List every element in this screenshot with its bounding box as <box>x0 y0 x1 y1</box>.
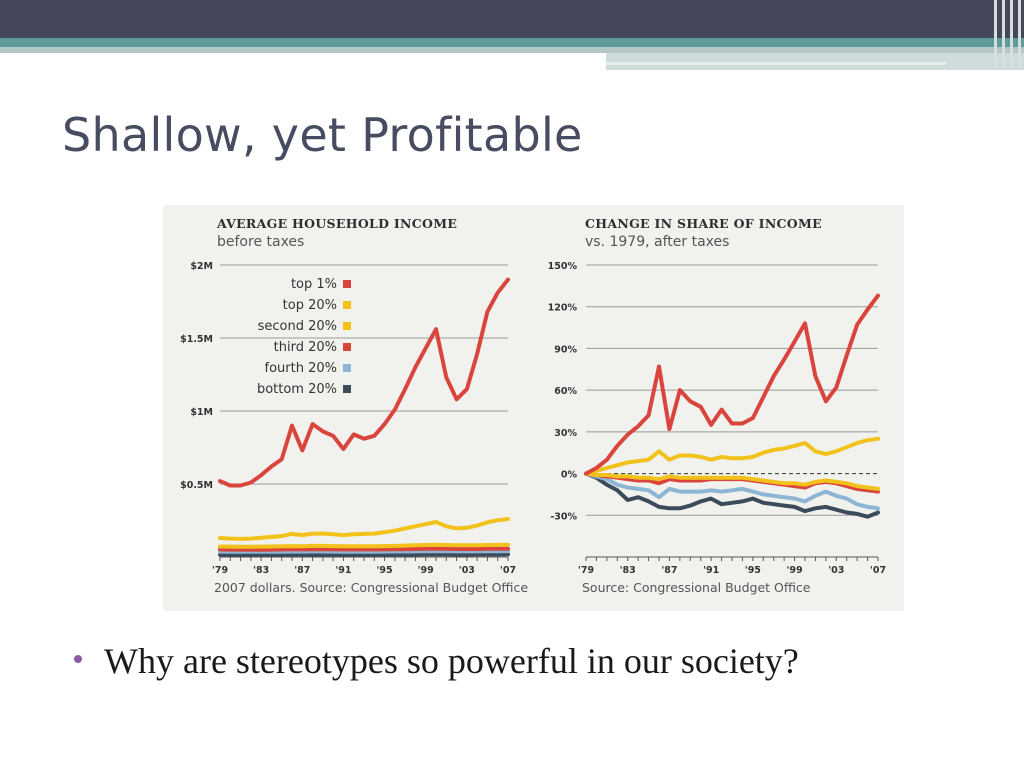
top-stripe-gray <box>0 47 1024 53</box>
y-tick-label: $1.5M <box>180 334 213 345</box>
y-tick-label: 90% <box>554 344 577 355</box>
top-stripe-right <box>606 53 1024 70</box>
chart-subtitle: vs. 1979, after taxes <box>585 234 729 250</box>
legend-label: bottom 20% <box>257 382 337 397</box>
series-line-2 <box>584 471 880 491</box>
legend-label: second 20% <box>258 319 337 334</box>
legend-label: third 20% <box>274 340 337 355</box>
legend-label: top 20% <box>283 298 337 313</box>
x-tick-label: '99 <box>787 565 803 576</box>
x-tick-label: '91 <box>703 565 719 576</box>
x-tick-label: '03 <box>459 565 475 576</box>
y-tick-label: 30% <box>554 428 577 439</box>
y-tick-label: -30% <box>550 511 577 522</box>
x-tick-label: '95 <box>377 565 393 576</box>
income-figure: AVERAGE HOUSEHOLD INCOME before taxes $0.5… <box>163 205 904 611</box>
legend-label: top 1% <box>291 277 337 292</box>
legend-swatch <box>343 280 351 288</box>
bullet-text: Why are stereotypes so powerful in our s… <box>104 641 799 681</box>
x-tick-label: '07 <box>500 565 516 576</box>
chart-title: CHANGE IN SHARE OF INCOME <box>585 216 822 231</box>
y-tick-label: 150% <box>548 261 578 272</box>
y-tick-label: $2M <box>190 261 213 272</box>
series-line-3 <box>218 546 510 552</box>
top-stripe-teal <box>0 38 1024 47</box>
series-line-4 <box>218 549 510 554</box>
x-tick-label: '87 <box>661 565 677 576</box>
series-line-1 <box>584 436 880 476</box>
top-banner <box>0 0 1024 38</box>
x-tick-label: '03 <box>828 565 844 576</box>
series-line-4 <box>584 471 880 511</box>
chart-footnote: Source: Congressional Budget Office <box>582 580 811 595</box>
chart-title: AVERAGE HOUSEHOLD INCOME <box>216 216 457 231</box>
legend-swatch <box>343 322 351 330</box>
x-tick-label: '79 <box>212 565 228 576</box>
legend-swatch <box>343 364 351 372</box>
y-tick-label: $0.5M <box>180 480 213 491</box>
y-tick-label: 120% <box>548 303 578 314</box>
x-tick-label: '07 <box>870 565 886 576</box>
x-tick-label: '91 <box>335 565 351 576</box>
bullet-dot-icon <box>74 655 82 663</box>
legend-swatch <box>343 301 351 309</box>
y-tick-label: 0% <box>561 470 578 481</box>
x-tick-label: '99 <box>418 565 434 576</box>
legend-swatch <box>343 343 351 351</box>
series-line-5 <box>218 552 510 557</box>
series-line-0 <box>218 277 510 488</box>
x-tick-label: '79 <box>578 565 594 576</box>
top-stripe-right-line <box>606 62 946 65</box>
x-tick-label: '83 <box>253 565 269 576</box>
series-line-0 <box>584 293 880 476</box>
edge-lines-decoration <box>990 0 1024 70</box>
income-charts-svg: AVERAGE HOUSEHOLD INCOME before taxes $0.5… <box>180 216 886 595</box>
series-line-5 <box>584 471 880 519</box>
x-tick-label: '95 <box>745 565 761 576</box>
x-tick-label: '87 <box>294 565 310 576</box>
legend-label: fourth 20% <box>265 361 337 376</box>
chart-subtitle: before taxes <box>217 234 304 250</box>
series-line-2 <box>218 542 510 549</box>
chart-footnote: 2007 dollars. Source: Congressional Budg… <box>214 580 528 595</box>
y-tick-label: $1M <box>190 407 213 418</box>
x-tick-label: '83 <box>620 565 636 576</box>
series-line-1 <box>218 517 510 541</box>
y-tick-label: 60% <box>554 386 577 397</box>
legend-swatch <box>343 385 351 393</box>
slide-title: Shallow, yet Profitable <box>62 108 583 162</box>
